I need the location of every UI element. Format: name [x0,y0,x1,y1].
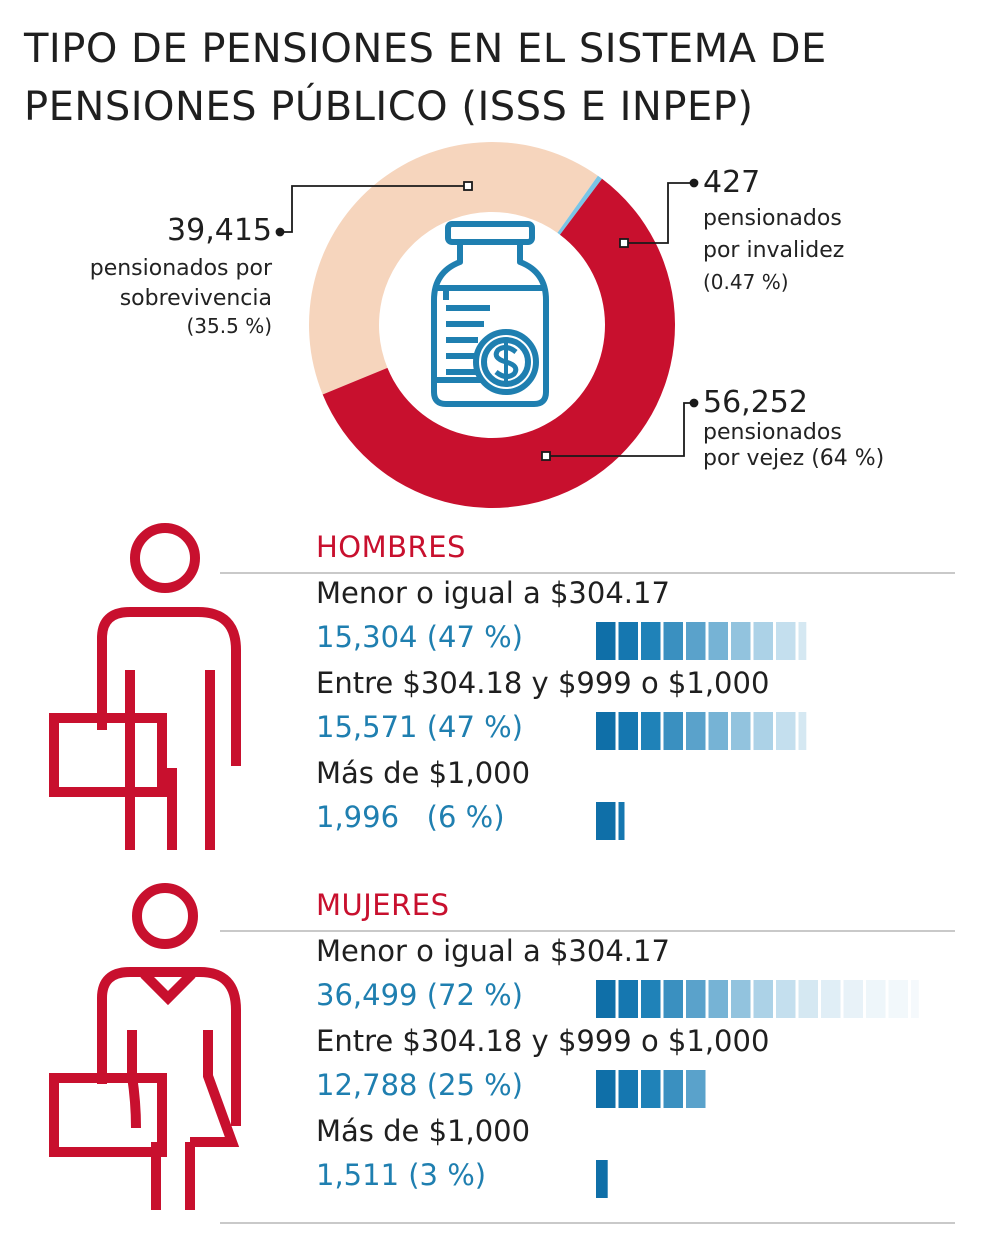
slice-name-line-2: sobrevivencia [119,286,272,311]
bar-segment [888,980,908,1018]
bar-segment [731,712,751,750]
bar-segment [618,980,638,1018]
man-icon [49,523,241,850]
chart-title-line-1: TIPO DE PENSIONES EN EL SISTEMA DE [24,26,827,72]
value-label: 15,304 (47 %) [316,620,523,654]
bar-segment [798,622,807,660]
chart-title-line-2: PENSIONES PÚBLICO (ISSS E INPEP) [24,84,754,130]
segmented-bar [596,980,919,1018]
slice-label-invalidez: 427 pensionados por invalidez (0.47 %) [703,165,943,295]
bar-segment [821,980,841,1018]
bar-segment [776,712,796,750]
slice-name-line-2: por invalidez [703,238,845,263]
bar-segment [686,712,706,750]
woman-icon [49,883,241,1210]
slice-desc-sobrevivencia: pensionados por sobrevivencia (35.5 %) [40,256,272,338]
bar-segment [708,622,728,660]
bar-segment [641,1070,661,1108]
bar-segment [596,980,616,1018]
bar-segment [753,622,773,660]
slice-count-sobrevivencia: 39,415 [167,213,272,248]
section-divider [220,930,955,932]
bar-segment [843,980,863,1018]
bar-segment [686,980,706,1018]
donut-slice-1 [308,141,598,395]
value-label: 12,788 (25 %) [316,1068,523,1102]
bar-segment [798,980,818,1018]
slice-label-vejez: 56,252 pensionados por vejez (64 %) [703,386,963,472]
bar-segment [731,622,751,660]
donut-slice-2 [557,175,603,235]
bar-segment [776,622,796,660]
slice-count-invalidez: 427 [703,165,761,200]
bar-segment [663,1070,683,1108]
donut-leader-lines [275,178,699,461]
slice-name-line-1: pensionados [703,420,842,445]
value-label: 1,511 (3 %) [316,1158,487,1192]
segmented-bar [596,1070,706,1108]
bar-segment [641,712,661,750]
bar-segment [776,980,796,1018]
bar-segment [911,980,919,1018]
bar-segment [641,622,661,660]
bar-segment [708,980,728,1018]
bar-segment [596,1070,616,1108]
slice-label-sobrevivencia: 39,415 [40,214,272,248]
category-label: Menor o igual a $304.17 [316,576,670,610]
bar-segment [866,980,886,1018]
slice-name-line-1: pensionados por [89,256,272,281]
donut-slice-3 [322,178,675,509]
bar-segment [708,712,728,750]
value-label: 15,571 (47 %) [316,710,523,744]
segmented-bar [596,712,807,750]
bar-segment [596,802,616,840]
category-label: Entre $304.18 y $999 o $1,000 [316,1024,770,1058]
bar-segment [618,622,638,660]
value-label: 36,499 (72 %) [316,978,523,1012]
bar-segment [596,712,616,750]
value-label: 1,996 (6 %) [316,800,505,834]
bar-segment [618,802,625,840]
category-label: Más de $1,000 [316,1114,531,1148]
category-label: Más de $1,000 [316,756,531,790]
segmented-bar [596,802,625,840]
bar-segment [618,712,638,750]
bar-segment [753,980,773,1018]
section-title-mujeres: MUJERES [316,888,450,922]
bottom-divider [220,1222,955,1224]
bar-segment [686,1070,706,1108]
slice-count-vejez: 56,252 [703,385,808,420]
donut-slices [308,141,675,509]
bar-segment [663,980,683,1018]
money-jar-icon [431,221,549,407]
category-label: Entre $304.18 y $999 o $1,000 [316,666,770,700]
slice-name-line-2: por vejez (64 %) [703,446,885,471]
pension-type-donut-chart [275,141,699,509]
bar-segment [686,622,706,660]
bar-segment [618,1070,638,1108]
bar-segment [596,622,616,660]
category-label: Menor o igual a $304.17 [316,934,670,968]
chart-title: TIPO DE PENSIONES EN EL SISTEMA DE PENSI… [24,20,984,136]
segmented-bar [596,622,807,660]
bar-segment [641,980,661,1018]
section-title-hombres: HOMBRES [316,530,466,564]
slice-percent: (35.5 %) [186,314,273,338]
bar-segment [798,712,807,750]
slice-name-line-1: pensionados [703,206,842,231]
slice-percent: (0.47 %) [703,270,789,294]
bar-segment [731,980,751,1018]
bar-segment [663,712,683,750]
bar-segment [596,1160,608,1198]
bar-segment [753,712,773,750]
bar-segment [663,622,683,660]
section-divider [220,572,955,574]
segmented-bar [596,1160,608,1198]
